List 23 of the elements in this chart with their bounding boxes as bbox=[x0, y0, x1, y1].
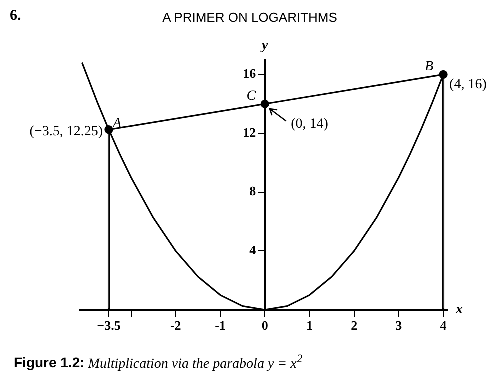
annotation: C bbox=[246, 88, 257, 104]
x-tick-label: 1 bbox=[306, 318, 313, 334]
y-tick-label: 4 bbox=[250, 242, 257, 258]
y-axis-title: y bbox=[260, 38, 270, 54]
annotation: (4, 16) bbox=[450, 77, 488, 92]
annotation: A bbox=[112, 116, 122, 132]
chart-title: A PRIMER ON LOGARITHMS bbox=[162, 10, 338, 25]
x-tick-label: 2 bbox=[351, 318, 358, 334]
x-axis-title: x bbox=[455, 302, 463, 318]
caption: Figure 1.2: Multiplication via the parabola y = x$^{2}$ bbox=[14, 352, 303, 372]
annotation: (−3.5, 12.25) bbox=[30, 124, 104, 140]
annotation: (0, 14) bbox=[291, 116, 329, 132]
x-tick-label: 0 bbox=[262, 318, 268, 334]
y-tick-label: 12 bbox=[243, 124, 256, 140]
y-tick-label: 8 bbox=[250, 184, 257, 199]
x-tick-label: −3.5 bbox=[97, 318, 122, 334]
x-tick-label: 3 bbox=[396, 318, 403, 334]
y-tick-label: 16 bbox=[243, 66, 257, 82]
x-tick-label: -1 bbox=[215, 318, 226, 334]
text: 6. bbox=[10, 8, 22, 25]
x-tick-label: 4 bbox=[440, 318, 448, 334]
annotation: B bbox=[424, 59, 434, 74]
x-tick-label: -2 bbox=[170, 318, 182, 334]
